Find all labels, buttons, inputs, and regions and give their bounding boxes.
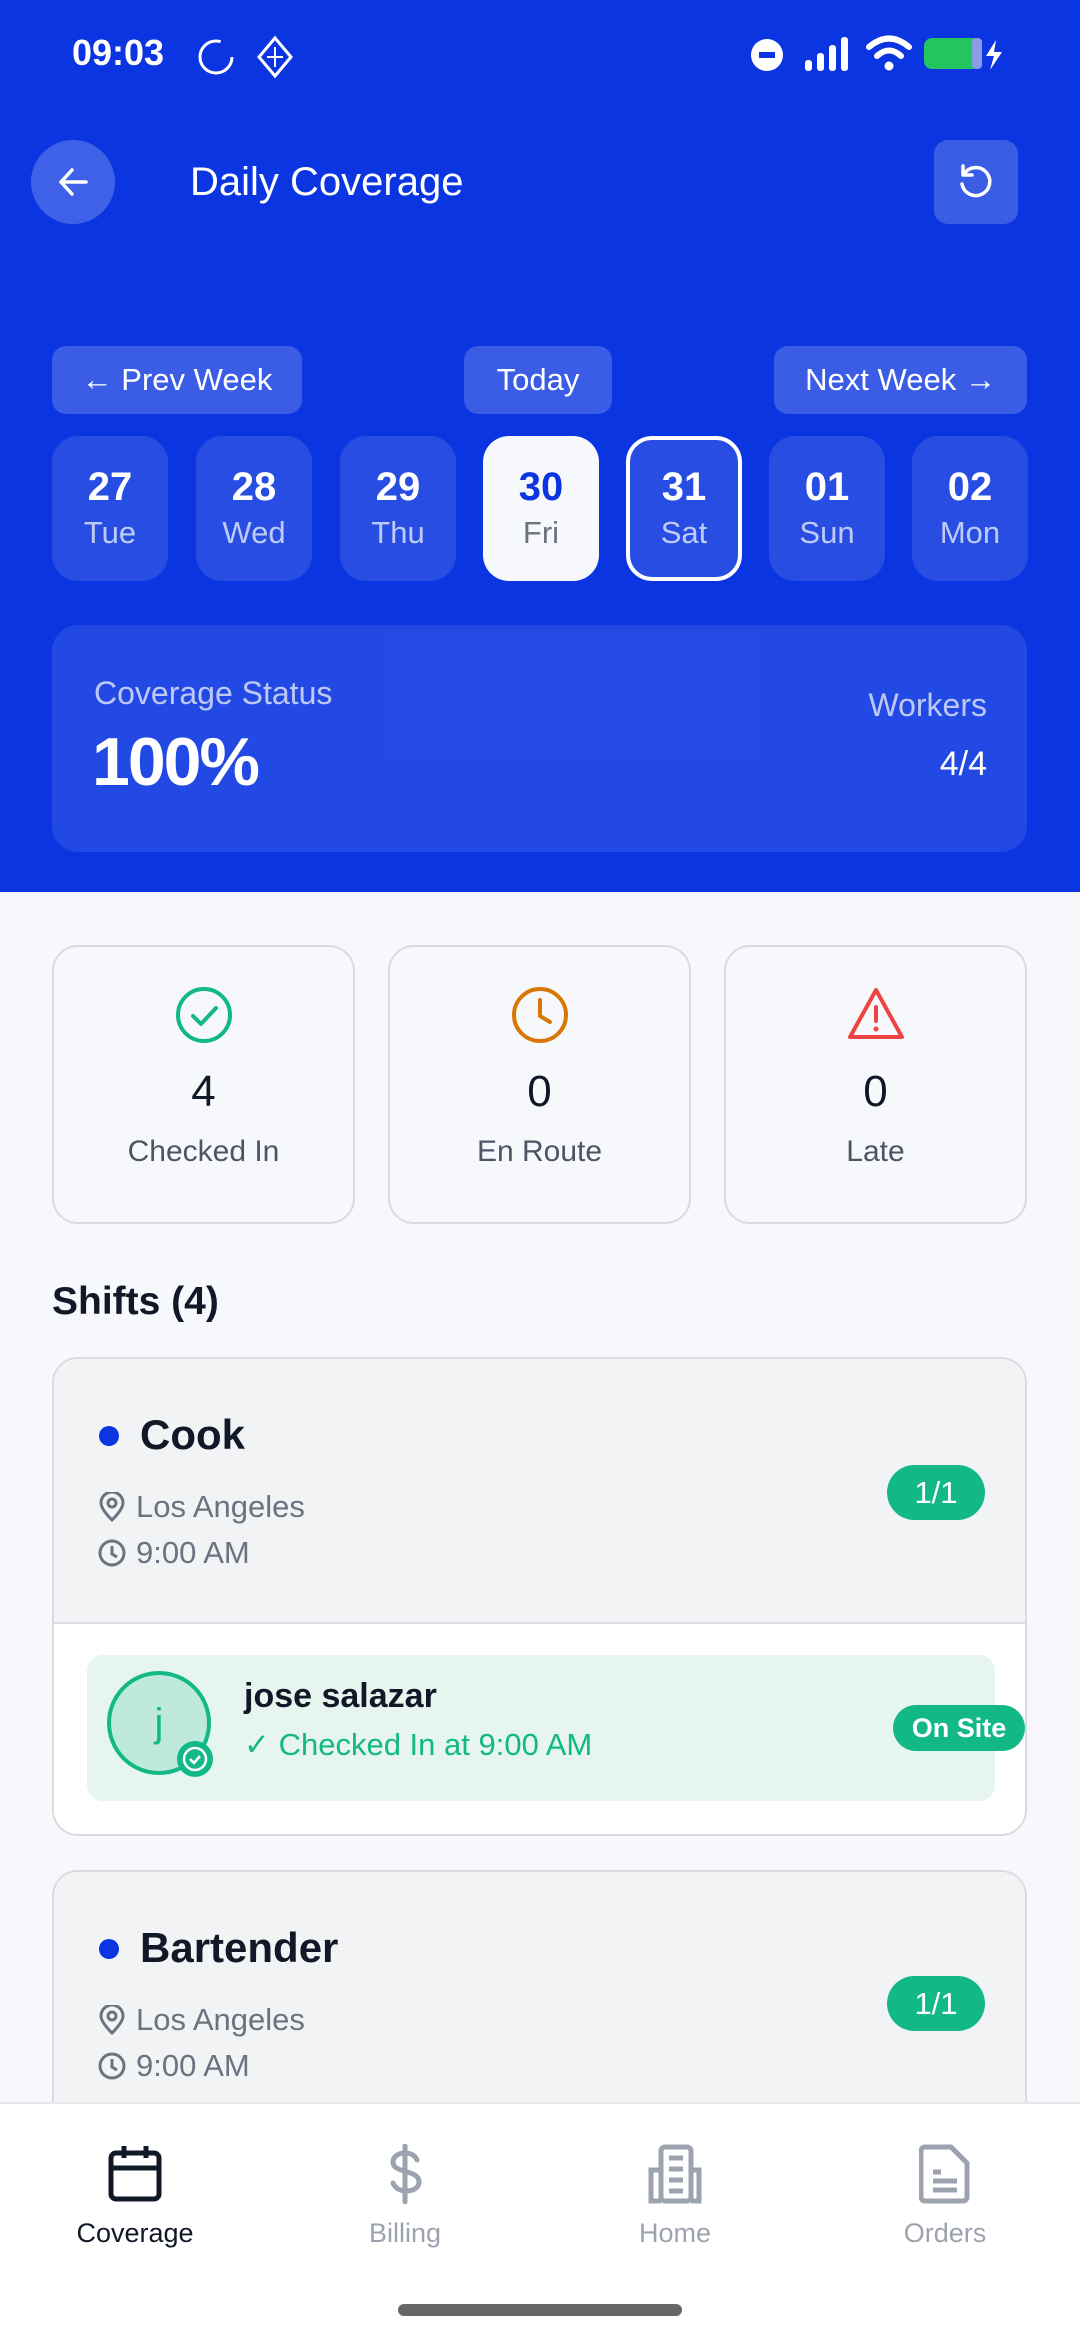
day-number: 30 [518, 464, 564, 509]
nav-billing[interactable]: Billing [295, 2144, 515, 2249]
refresh-button[interactable] [934, 140, 1018, 224]
day-chip[interactable]: 02 Mon [912, 436, 1028, 581]
dollar-icon [390, 2144, 422, 2204]
refresh-icon [960, 164, 992, 198]
nav-orders[interactable]: Orders [835, 2144, 1055, 2249]
wifi-icon [866, 35, 912, 71]
day-number: 28 [231, 464, 277, 509]
dnd-icon [751, 39, 783, 71]
shift-role: Cook [140, 1411, 245, 1458]
day-weekday: Mon [939, 514, 1001, 550]
shift-location: Los Angeles [98, 1489, 305, 1525]
calendar-icon [108, 2146, 162, 2202]
day-chip[interactable]: 27 Tue [52, 436, 168, 581]
day-weekday: Tue [83, 514, 137, 550]
shift-time: 9:00 AM [98, 2048, 250, 2084]
coverage-value: 100% [92, 724, 260, 800]
filled-badge: 1/1 [887, 1465, 985, 1520]
coverage-label: Coverage Status [94, 675, 333, 711]
day-number: 29 [375, 464, 421, 509]
page-title: Daily Coverage [190, 160, 464, 204]
shift-role: Bartender [140, 1924, 339, 1971]
app-notification-icon [257, 35, 293, 79]
loading-icon [198, 39, 234, 75]
stat-value: 0 [527, 1067, 552, 1116]
day-number: 27 [87, 464, 133, 509]
stat-label: Checked In [127, 1135, 280, 1168]
shifts-title: Shifts (4) [52, 1280, 219, 1323]
location-pin-icon [99, 1492, 125, 1522]
day-weekday: Sat [660, 514, 708, 550]
nav-label: Billing [368, 2218, 442, 2248]
stat-label: Late [846, 1135, 905, 1168]
clock-icon [98, 2052, 126, 2080]
day-chip[interactable]: 01 Sun [769, 436, 885, 581]
day-chip[interactable]: 29 Thu [340, 436, 456, 581]
stat-late: 0 Late [724, 945, 1027, 1224]
nav-label: Orders [903, 2218, 987, 2248]
time-text: 9:00 AM [136, 1535, 250, 1570]
next-week-button[interactable]: Next Week → [774, 346, 1027, 414]
shift-location: Los Angeles [98, 2002, 305, 2038]
day-weekday: Fri [522, 514, 560, 550]
day-chip-today[interactable]: 31 Sat [626, 436, 742, 581]
location-text: Los Angeles [136, 2002, 305, 2037]
stat-en-route: 0 En Route [388, 945, 691, 1224]
shift-dot [99, 1939, 119, 1959]
day-weekday: Thu [371, 514, 425, 550]
shift-dot [99, 1426, 119, 1446]
battery-charging-icon [924, 38, 1002, 70]
on-site-badge: On Site [893, 1705, 1025, 1751]
arrow-left-icon [59, 168, 88, 196]
today-button[interactable]: Today [464, 346, 612, 414]
building-icon [648, 2144, 702, 2204]
nav-label: Home [638, 2218, 712, 2248]
clock-icon [98, 1539, 126, 1567]
worker-row[interactable]: j jose salazar ✓ Checked In at 9:00 AM O… [87, 1655, 1025, 1801]
workers-label: Workers [868, 687, 987, 723]
day-chip-selected[interactable]: 30 Fri [483, 436, 599, 581]
nav-coverage[interactable]: Coverage [25, 2144, 245, 2249]
prev-week-button[interactable]: ← Prev Week [52, 346, 302, 414]
stat-value: 0 [863, 1067, 888, 1116]
nav-home[interactable]: Home [565, 2144, 785, 2249]
back-button[interactable] [31, 140, 115, 224]
worker-name: jose salazar [244, 1677, 437, 1715]
signal-icon [805, 37, 848, 71]
stat-checked-in: 4 Checked In [52, 945, 355, 1224]
status-time: 09:03 [72, 32, 165, 73]
check-circle-icon [175, 987, 232, 1043]
time-text: 9:00 AM [136, 2048, 250, 2083]
location-text: Los Angeles [136, 1489, 305, 1524]
verified-check-icon [177, 1741, 213, 1777]
shift-time: 9:00 AM [98, 1535, 250, 1571]
document-icon [919, 2144, 970, 2204]
warning-icon [847, 988, 904, 1039]
worker-status: ✓ Checked In at 9:00 AM [244, 1727, 593, 1762]
stat-value: 4 [191, 1067, 216, 1116]
day-number: 02 [947, 464, 993, 509]
home-indicator [398, 2304, 682, 2316]
day-weekday: Wed [222, 514, 286, 550]
location-pin-icon [99, 2005, 125, 2035]
day-weekday: Sun [799, 514, 855, 550]
stat-label: En Route [476, 1135, 603, 1168]
shift-card-cook[interactable]: Cook Los Angeles 9:00 AM 1/1 j jose sala… [52, 1357, 1027, 1836]
bottom-nav: Coverage Billing Home Orders [0, 2102, 1080, 2340]
coverage-status-card: Coverage Status 100% Workers 4/4 [52, 625, 1027, 852]
workers-value: 4/4 [939, 745, 987, 783]
day-chip[interactable]: 28 Wed [196, 436, 312, 581]
day-number: 01 [804, 464, 850, 509]
clock-icon [511, 987, 568, 1043]
nav-label: Coverage [76, 2218, 194, 2248]
filled-badge: 1/1 [887, 1976, 985, 2031]
day-number: 31 [661, 464, 707, 509]
